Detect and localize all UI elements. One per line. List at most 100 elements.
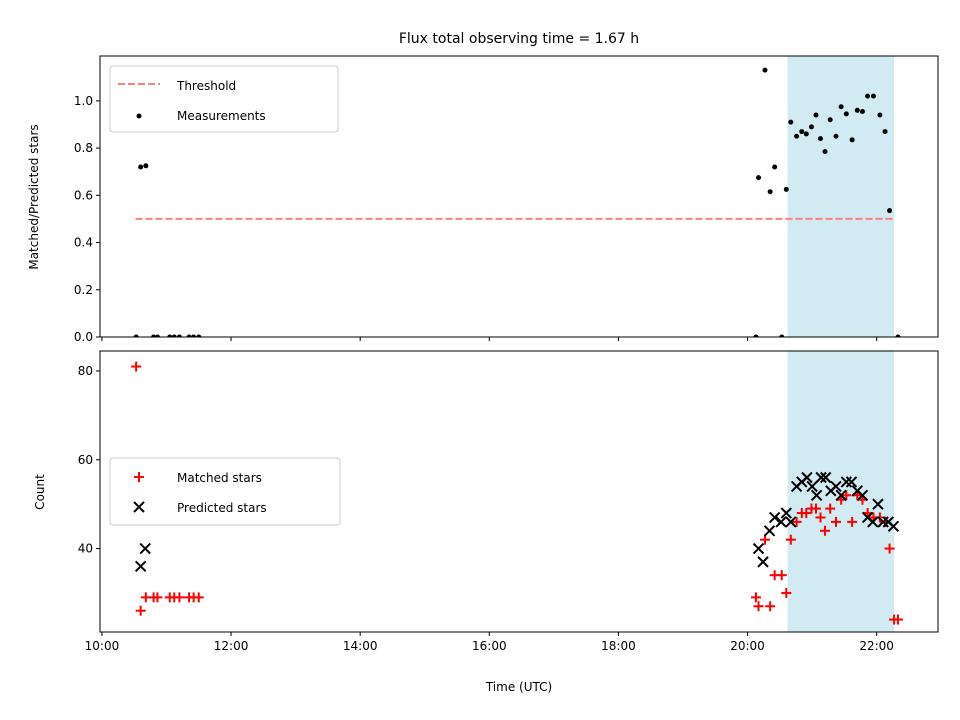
- predicted-stars-point: [830, 480, 842, 493]
- matched-stars-point: [174, 592, 185, 603]
- matched-stars-point: [801, 508, 812, 519]
- predicted-stars-point: [815, 471, 827, 484]
- y-tick-label: 0.6: [74, 188, 93, 202]
- x-axis-label: Time (UTC): [485, 680, 552, 694]
- y-tick-label: 40: [78, 542, 93, 556]
- predicted-stars-point: [819, 471, 832, 484]
- y-tick-label: 60: [78, 453, 93, 467]
- predicted-stars-point: [856, 489, 869, 501]
- measurement-point: [756, 175, 762, 181]
- x-tick-label: 12:00: [214, 639, 249, 653]
- measurement-point: [822, 149, 828, 155]
- measurement-point: [799, 129, 805, 135]
- measurement-point: [870, 93, 876, 99]
- matched-stars-point: [830, 516, 841, 527]
- matched-stars-point: [750, 592, 761, 603]
- measurement-point: [882, 129, 888, 135]
- matched-stars-point: [841, 490, 852, 501]
- predicted-stars-point: [768, 511, 781, 524]
- measurement-point: [143, 163, 149, 169]
- measurement-point: [783, 186, 789, 192]
- matched-stars-point: [781, 587, 792, 598]
- matched-stars-point: [135, 605, 146, 616]
- measurement-point: [779, 334, 785, 337]
- y-tick-label: 0.8: [74, 141, 93, 155]
- top-panel-x-ticks: [101, 337, 878, 341]
- top-legend: Threshold Measurements: [109, 65, 339, 133]
- bottom-legend: Matched stars Predicted stars: [109, 457, 341, 526]
- predicted-stars-point: [801, 471, 813, 484]
- measurement-point: [887, 208, 893, 214]
- legend-threshold-label: Threshold: [176, 79, 236, 93]
- x-tick-label: 16:00: [472, 639, 507, 653]
- measurement-point: [154, 334, 160, 337]
- predicted-stars-point: [785, 516, 797, 528]
- matched-stars-point: [810, 503, 821, 514]
- predicted-stars-point: [845, 476, 858, 488]
- measurement-point: [895, 334, 901, 337]
- predicted-stars-point: [134, 560, 147, 573]
- matched-stars-point: [193, 592, 204, 603]
- top-panel-frame: [99, 55, 939, 338]
- legend-measurements-label: Measurements: [177, 109, 266, 123]
- predicted-stars-point: [763, 525, 776, 537]
- matched-stars-point: [825, 503, 836, 514]
- matched-stars-point: [884, 543, 895, 554]
- predicted-stars-point: [806, 480, 818, 493]
- matched-stars-point: [847, 516, 858, 527]
- bottom-panel: 40 60 80 10:00 12:00 14:00 16:00 18:00 20:00 22:…: [33, 350, 939, 694]
- matched-stars-point: [776, 570, 787, 581]
- measurement-point: [196, 334, 202, 337]
- legend-predicted-swatch: [133, 501, 145, 513]
- y-tick-label: 80: [78, 364, 93, 378]
- predicted-stars-point: [139, 542, 151, 555]
- predicted-stars-point: [810, 489, 823, 501]
- predicted-stars-point: [780, 507, 792, 519]
- legend-predicted-label: Predicted stars: [177, 501, 267, 515]
- matched-stars-point: [152, 592, 163, 603]
- measurement-point: [843, 111, 849, 117]
- predicted-stars-point: [887, 520, 900, 533]
- measurement-point: [171, 334, 177, 337]
- matched-stars-point: [820, 525, 831, 536]
- measurement-point: [186, 334, 192, 337]
- measurement-point: [138, 164, 144, 170]
- top-panel-background: [787, 56, 895, 337]
- measurement-point: [808, 124, 814, 130]
- matched-stars-point: [785, 534, 796, 545]
- legend-matched-label: Matched stars: [177, 471, 262, 485]
- top-panel-y-ticks: 0.0 0.2 0.4 0.6 0.8 1.0: [74, 94, 100, 344]
- measurement-point: [794, 133, 800, 139]
- bottom-panel-y-axis-label: Count: [33, 474, 47, 510]
- predicted-stars-point: [867, 516, 879, 528]
- matched-stars-point: [892, 614, 903, 625]
- predicted-stars-point: [775, 516, 787, 528]
- predicted-stars-point: [872, 498, 884, 510]
- measurement-point: [191, 334, 197, 337]
- x-tick-label: 10:00: [85, 639, 120, 653]
- chart-title: Flux total observing time = 1.67 h: [399, 31, 639, 47]
- predicted-stars-point: [840, 476, 853, 488]
- matched-stars-point: [753, 601, 764, 612]
- measurement-point: [167, 334, 173, 337]
- measurement-point: [788, 119, 794, 125]
- measurement-point: [753, 334, 759, 337]
- measurement-point: [767, 189, 773, 195]
- matched-stars-point: [765, 601, 776, 612]
- measurement-point: [803, 131, 809, 137]
- top-legend-box: [109, 65, 339, 133]
- y-tick-label: 0.0: [74, 330, 93, 344]
- measurement-point: [133, 334, 139, 337]
- matched-stars-point: [759, 534, 770, 545]
- measurement-point: [854, 107, 860, 113]
- measurement-point: [877, 112, 883, 118]
- measurement-point: [813, 112, 819, 118]
- top-panel-y-axis-label: Matched/Predicted stars: [27, 124, 41, 269]
- legend-measurements-swatch: [136, 113, 142, 119]
- x-tick-label: 20:00: [730, 639, 765, 653]
- x-tick-label: 14:00: [343, 639, 378, 653]
- matched-stars-point: [815, 512, 826, 523]
- predicted-stars-point: [877, 516, 889, 528]
- measurement-point: [833, 133, 839, 139]
